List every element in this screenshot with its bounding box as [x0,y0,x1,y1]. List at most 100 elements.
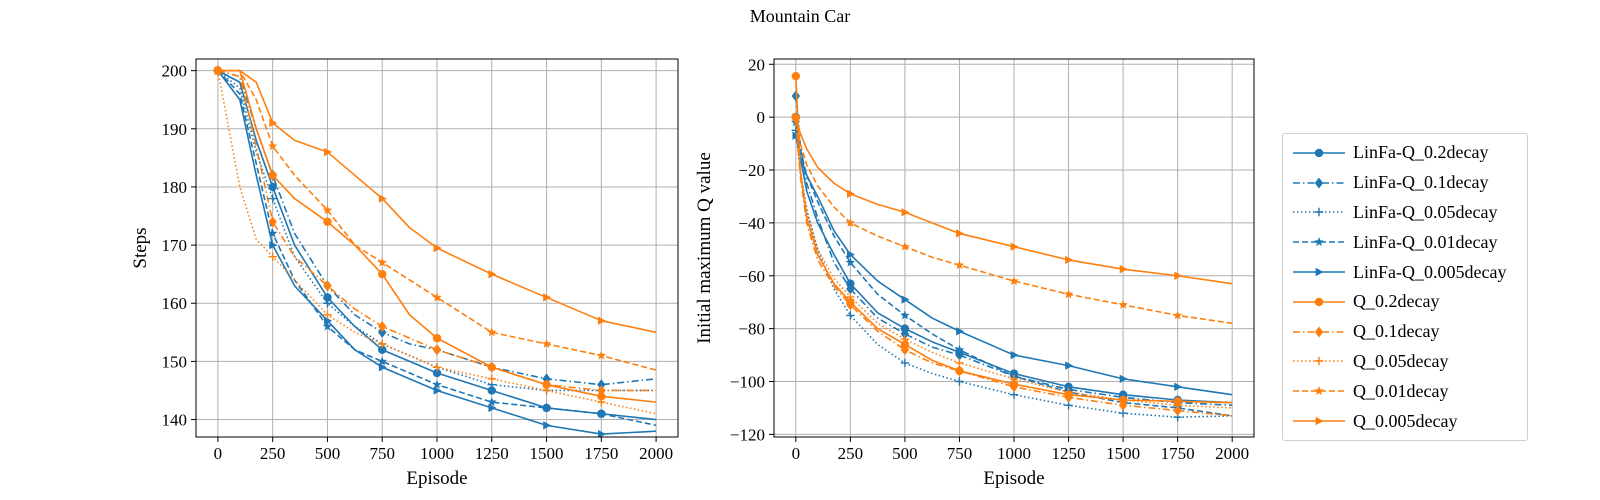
series-marker [433,386,442,395]
y-tick-label: −20 [738,161,765,180]
series-marker [542,373,551,385]
legend-label: LinFa-Q_0.05decay [1353,201,1498,222]
series-marker [1065,255,1074,265]
y-tick-label: −120 [730,425,765,444]
legend-marker [1314,386,1324,396]
series-marker [541,402,552,412]
x-tick-label: 0 [214,444,223,463]
legend-label: Q_0.05decay [1353,350,1449,371]
series-marker [900,241,910,251]
x-tick-label: 1000 [997,444,1031,463]
series-marker [488,403,497,413]
series-marker [268,182,277,192]
y-tick-label: −100 [730,372,765,391]
series-marker [955,365,964,377]
series-marker [267,228,278,238]
series-marker [432,368,442,378]
series-marker [432,292,442,302]
legend-item: Q_0.2decay [1283,287,1527,317]
series-marker [487,361,496,373]
series-marker [1174,382,1183,391]
series-marker [847,250,855,259]
series-marker [1118,399,1128,411]
series-line [217,69,657,371]
series-marker [488,269,497,279]
legend-marker [1314,237,1324,247]
x-tick-label: 0 [792,444,801,463]
series-marker [846,311,855,320]
legend-label: LinFa-Q_0.01decay [1353,231,1498,252]
series-marker [378,269,387,279]
y-tick-label: −80 [738,320,765,339]
series-marker [1118,395,1128,405]
series-marker [268,216,277,228]
legend-item: Q_0.05decay [1283,347,1527,377]
x-tick-label: 1500 [530,444,564,463]
series-marker [378,326,387,338]
y-tick-label: 180 [162,178,188,197]
series-marker [596,408,607,418]
x-tick-label: 250 [838,444,864,463]
series-line [795,118,1233,417]
legend-marker [1314,208,1324,217]
series-marker [1119,264,1128,274]
series-marker [487,386,496,395]
series-marker [433,243,442,253]
legend-item: LinFa-Q_0.01decay [1283,227,1527,257]
series-marker [1009,381,1019,393]
x-tick-label: 2000 [1215,444,1249,463]
y-tick-label: 0 [757,108,766,127]
series-marker [900,344,910,356]
legend: LinFa-Q_0.2decay LinFa-Q_0.1decay LinFa-Q_… [1282,133,1528,441]
series-line [217,69,657,334]
series-marker [597,379,606,391]
series-marker [541,338,552,349]
series-marker [323,293,332,302]
x-tick-label: 500 [892,444,918,463]
series-marker [1173,405,1182,417]
figure-title: Mountain Car [749,6,851,26]
series-marker [597,397,606,407]
legend-swatch [1293,237,1345,247]
series-marker [954,260,965,270]
legend-marker [1314,326,1324,338]
series-marker [845,217,856,227]
y-tick-label: 150 [162,352,188,371]
series-marker [267,141,278,151]
legend-swatch [1293,357,1345,366]
legend-swatch [1293,326,1345,338]
series-marker [323,280,332,292]
y-tick-label: 160 [162,294,188,313]
x-tick-label: 750 [947,444,973,463]
y-tick-label: −60 [738,267,765,286]
legend-item: LinFa-Q_0.005decay [1283,257,1527,287]
legend-swatch [1293,208,1345,217]
series-marker [901,295,910,304]
series-marker [1118,299,1128,309]
x-tick-label: 1750 [584,444,618,463]
legend-swatch [1293,386,1345,396]
series-marker [791,90,801,102]
series-marker [1064,387,1073,397]
legend-item: LinFa-Q_0.1decay [1283,168,1527,198]
series-marker [1063,289,1074,299]
legend-swatch [1293,267,1345,277]
y-tick-label: 190 [162,120,188,139]
series-marker [955,358,964,368]
series-marker [322,321,333,331]
legend-label: LinFa-Q_0.005decay [1353,261,1507,282]
y-axis-label: Steps [130,227,151,268]
x-tick-label: 500 [315,444,341,463]
legend-item: LinFa-Q_0.2decay [1283,138,1527,168]
series-marker [268,194,277,203]
series-marker [432,363,442,372]
series-marker [378,339,387,349]
legend-marker [1314,148,1324,158]
plot-area [791,71,1233,422]
series-line [217,70,657,435]
y-tick-label: 170 [162,236,188,255]
series-marker [845,257,856,267]
legend-label: LinFa-Q_0.2decay [1353,142,1489,163]
